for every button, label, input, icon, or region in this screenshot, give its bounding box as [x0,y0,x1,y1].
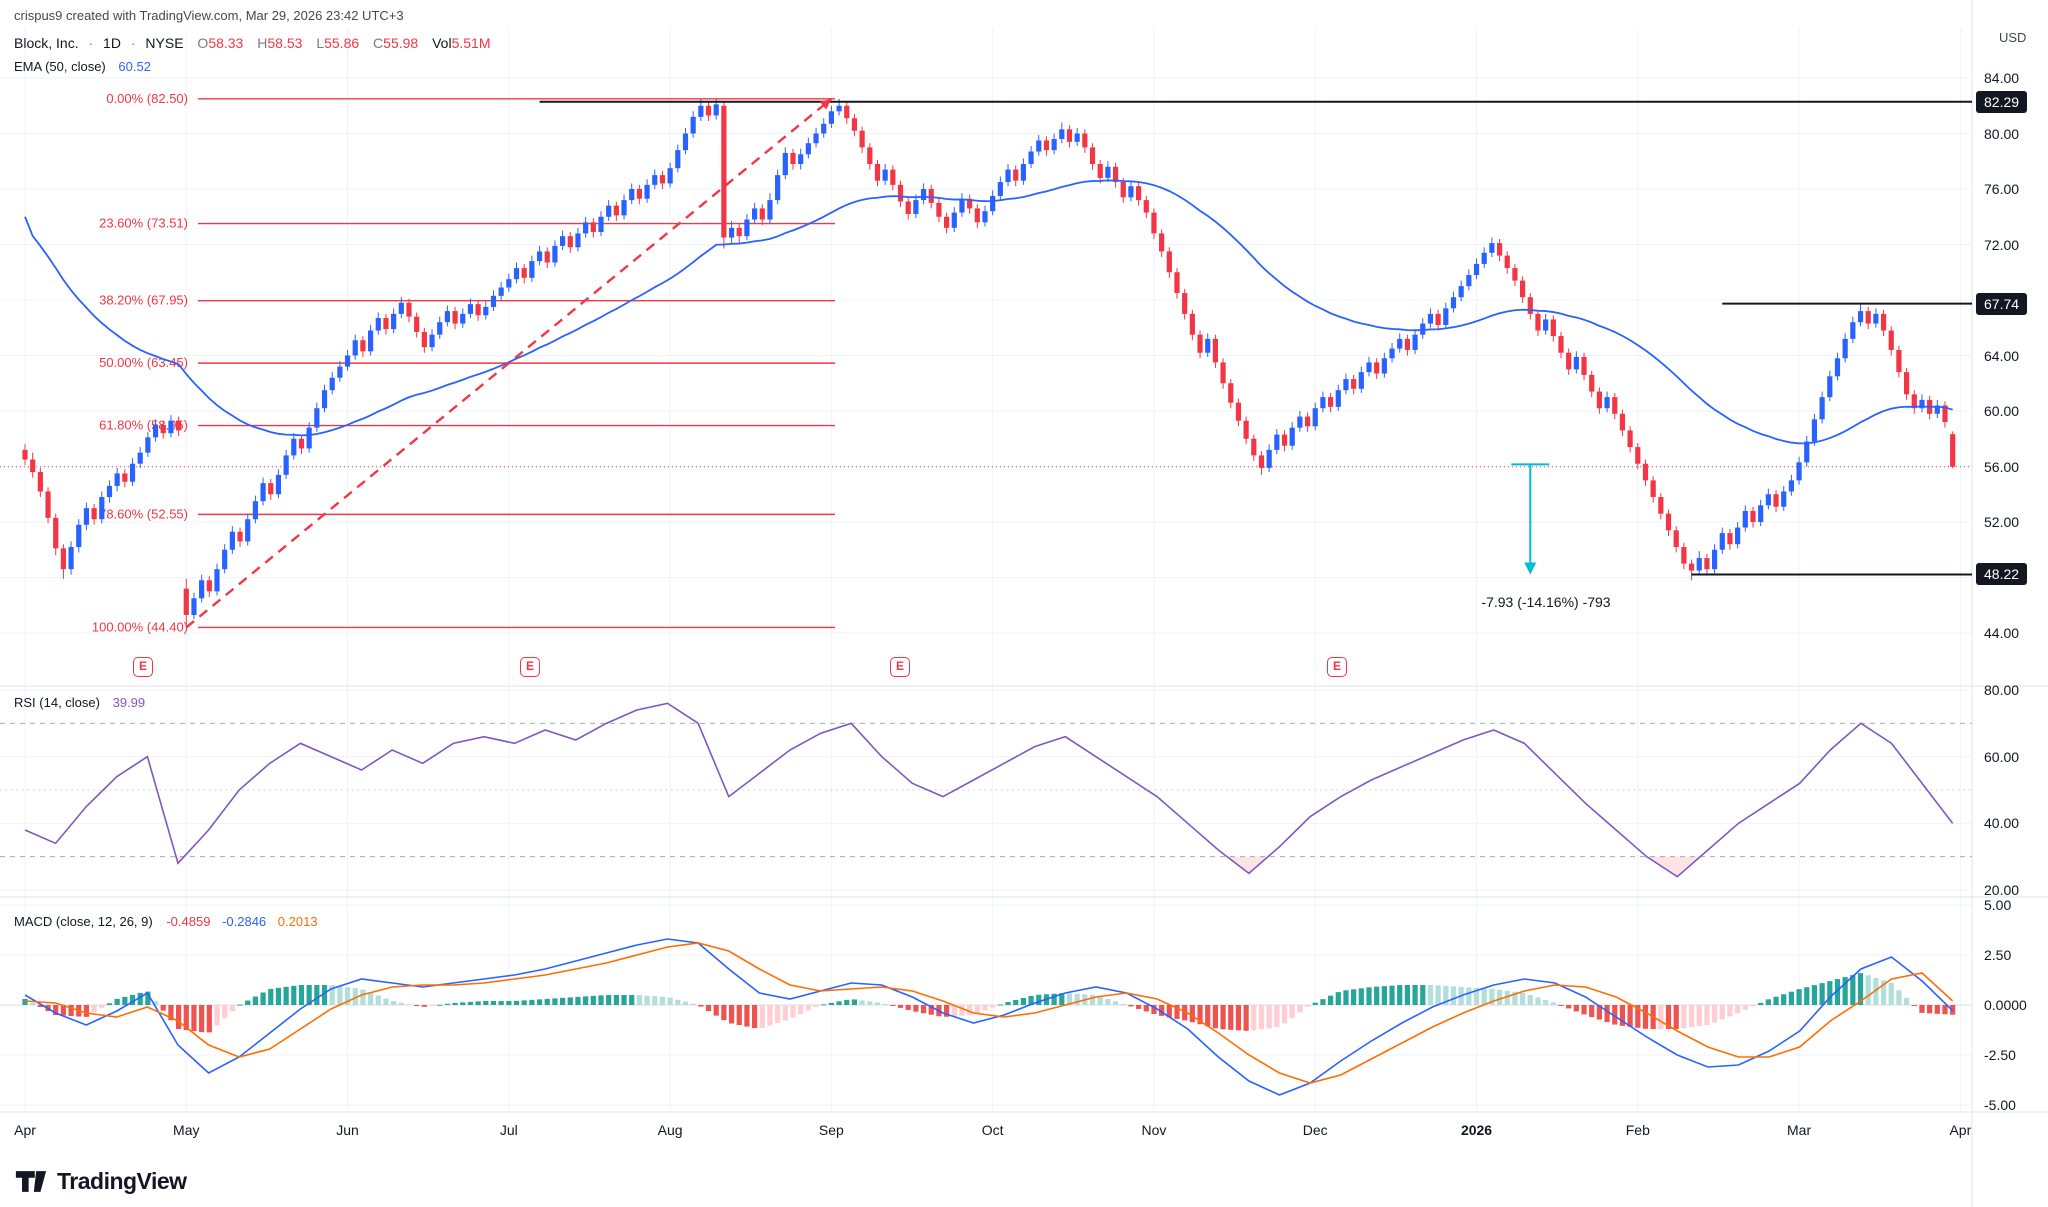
ema-value: 60.52 [118,59,151,74]
interval-label[interactable]: 1D [103,35,121,51]
rsi-oversold-fill [1646,856,1701,877]
time-axis-label[interactable]: Jul [499,1122,518,1138]
price-level-badge: 82.29 [1976,90,2028,113]
macd-axis-tick[interactable]: -2.50 [1984,1047,2016,1063]
separator-dot: · [130,35,136,51]
rsi-axis-tick[interactable]: 80.00 [1984,682,2020,698]
rsi-axis-tick[interactable]: 20.00 [1984,882,2020,898]
price-axis-tick[interactable]: 52.00 [1984,514,2020,530]
time-axis-label[interactable]: Oct [981,1122,1004,1138]
ohlc-close: C55.98 [373,35,419,51]
ema-legend[interactable]: EMA (50, close) 60.52 [14,59,491,74]
tradingview-wordmark[interactable]: TradingView [14,1168,187,1195]
tradingview-logo-text: TradingView [57,1168,187,1194]
rsi-axis-tick[interactable]: 60.00 [1984,748,2020,765]
chart-legend: crispus9 created with TradingView.com, M… [14,8,491,74]
symbol-title[interactable]: Block, Inc. [14,35,79,51]
rsi-axis-tick[interactable]: 40.00 [1984,815,2020,832]
price-axis-tick[interactable]: 72.00 [1984,236,2020,253]
trend-line[interactable] [185,97,833,629]
macd-axis-tick[interactable]: 2.50 [1984,947,2012,963]
macd-line-value: -0.2846 [222,914,267,929]
time-axis-label[interactable]: Dec [1302,1122,1328,1138]
macd-line[interactable] [24,938,1954,1096]
time-axis-label[interactable]: Mar [1787,1122,1812,1138]
price-axis-tick[interactable]: 64.00 [1984,347,2020,364]
time-axis-label[interactable]: May [173,1122,200,1138]
rsi-legend[interactable]: RSI (14, close) 39.99 [14,695,145,710]
price-axis-tick[interactable]: 60.00 [1984,403,2020,419]
candlestick-series[interactable] [22,98,1956,628]
measure-tool-label: -7.93 (-14.16%) -793 [1481,594,1611,610]
time-axis-label[interactable]: Apr [14,1122,36,1138]
time-axis-label[interactable]: Jun [336,1122,359,1138]
axis-currency-label: USD [1999,30,2027,45]
earnings-marker[interactable]: E [133,657,153,677]
volume-label: Vol [432,35,452,51]
time-axis-label[interactable]: 2026 [1460,1122,1493,1138]
tradingview-logo-icon [14,1168,48,1195]
separator-dot: · [88,35,94,51]
price-axis-tick[interactable]: 44.00 [1984,625,2020,641]
macd-axis-tick[interactable]: 5.00 [1984,897,2012,913]
svg-text:50.00% (63.45): 50.00% (63.45) [99,355,188,370]
time-axis-label[interactable]: Sep [818,1122,844,1138]
ohlc-high: H58.53 [257,35,303,51]
time-axis-label[interactable]: Aug [657,1122,683,1138]
rsi-line[interactable] [24,702,1954,878]
svg-text:23.60% (73.51): 23.60% (73.51) [99,216,188,231]
macd-signal-line[interactable] [24,942,1954,1084]
symbol-legend[interactable]: Block, Inc. · 1D · NYSE O58.33 H58.53 L5… [14,35,491,51]
price-axis-tick[interactable]: 56.00 [1984,458,2020,475]
svg-text:78.60% (52.55): 78.60% (52.55) [99,506,188,521]
svg-text:38.20% (67.95): 38.20% (67.95) [99,293,188,308]
svg-text:100.00% (44.40): 100.00% (44.40) [92,619,188,634]
macd-hist-value: -0.4859 [166,914,211,929]
price-range-measure[interactable] [1511,463,1550,575]
fib-retracement[interactable]: 0.00% (82.50) 23.60% (73.51) 38.20% (67.95… [92,91,835,635]
svg-text:61.80% (58.95): 61.80% (58.95) [99,418,188,433]
time-axis-label[interactable]: Nov [1141,1122,1167,1138]
time-axis-label[interactable]: Feb [1625,1122,1650,1138]
earnings-marker[interactable]: E [1327,657,1347,677]
rsi-label: RSI (14, close) [14,695,100,710]
exchange-label: NYSE [145,35,184,51]
macd-histogram [22,973,1956,1033]
earnings-marker[interactable]: E [890,657,910,677]
time-axis-label[interactable]: Apr [1949,1122,1972,1138]
price-axis-tick[interactable]: 80.00 [1984,125,2020,142]
volume-value: 5.51M [451,35,491,51]
svg-text:0.00% (82.50): 0.00% (82.50) [106,91,188,106]
trend-line-arrowhead [819,98,832,110]
grid [0,28,1972,1112]
macd-axis-tick[interactable]: -5.00 [1984,1097,2016,1113]
ohlc-open: O58.33 [197,35,244,51]
macd-axis-tick[interactable]: 0.0000 [1984,997,2027,1013]
attribution-text: crispus9 created with TradingView.com, M… [14,8,404,23]
macd-signal-value: 0.2013 [277,914,318,929]
price-axis-tick[interactable]: 84.00 [1984,70,2020,86]
ohlc-low: L55.86 [316,35,360,51]
price-level-badge: 67.74 [1976,292,2028,315]
price-axis-tick[interactable]: 76.00 [1984,181,2020,197]
macd-label: MACD (close, 12, 26, 9) [14,914,153,929]
rsi-value: 39.99 [112,695,146,710]
ema-label: EMA (50, close) [14,59,106,74]
price-level-badge: 48.22 [1976,563,2028,586]
macd-legend[interactable]: MACD (close, 12, 26, 9) -0.4859 -0.2846 … [14,914,318,929]
ema-line[interactable] [24,179,1953,445]
earnings-marker[interactable]: E [520,657,540,677]
rsi-oversold-fill [1227,856,1269,874]
